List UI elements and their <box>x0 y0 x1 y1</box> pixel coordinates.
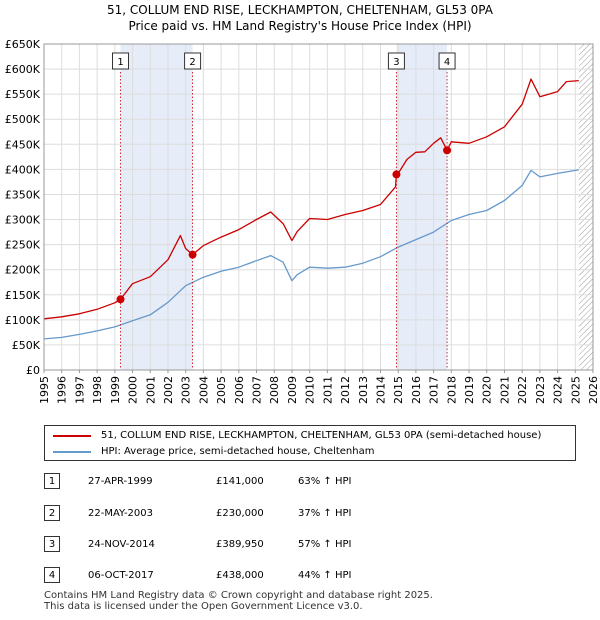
x-tick-label: 2015 <box>392 376 405 404</box>
sale-number-badge: 1 <box>44 473 60 489</box>
sale-number-badge: 2 <box>44 505 60 521</box>
sale-number-badge: 4 <box>44 567 60 583</box>
y-tick-label: £650K <box>5 38 41 51</box>
x-tick-label: 2002 <box>162 376 175 404</box>
x-tick-label: 2024 <box>552 376 565 404</box>
sale-price: £438,000 <box>216 570 264 581</box>
y-tick-label: £0 <box>26 364 40 377</box>
plot-frame <box>43 43 594 371</box>
footer: Contains HM Land Registry data © Crown c… <box>44 590 433 612</box>
sale-marker-box <box>438 52 456 70</box>
x-tick-label: 2004 <box>197 376 210 404</box>
sale-marker-label: 1 <box>117 57 123 68</box>
footer-line-2: This data is licensed under the Open Gov… <box>44 601 363 612</box>
sale-point <box>443 146 452 155</box>
x-tick-label: 1997 <box>73 376 86 404</box>
x-tick-label: 2003 <box>180 376 193 404</box>
sale-marker-label: 4 <box>444 57 450 68</box>
shaded-range <box>396 44 448 370</box>
x-tick-label: 2021 <box>498 376 511 404</box>
x-tick-label: 2020 <box>481 376 494 404</box>
hpi-line <box>43 169 579 340</box>
x-tick-label: 2026 <box>587 376 600 404</box>
title-line-2: Price paid vs. HM Land Registry's House … <box>128 19 472 33</box>
x-tick-label: 2016 <box>410 376 423 404</box>
sale-hpi-change: 57% ↑ HPI <box>298 539 352 550</box>
y-tick-label: £300K <box>5 214 41 227</box>
y-tick-label: £600K <box>5 63 41 76</box>
x-tick-label: 2012 <box>339 376 352 404</box>
x-tick-label: 2007 <box>251 376 264 404</box>
sale-markers: 1 2 3 4 <box>112 52 456 370</box>
series-lines <box>43 78 579 340</box>
sale-hpi-change: 44% ↑ HPI <box>298 570 352 581</box>
plot-background <box>44 44 593 370</box>
y-tick-label: £500K <box>5 113 41 126</box>
legend-label-hpi: HPI: Average price, semi-detached house,… <box>101 446 375 457</box>
legend-swatch-hpi <box>53 451 91 453</box>
x-tick-label: 2011 <box>321 376 334 404</box>
x-tick-label: 2014 <box>374 376 387 404</box>
x-tick-label: 2023 <box>534 376 547 404</box>
x-tick-label: 2022 <box>516 376 529 404</box>
sale-marker-box <box>184 52 202 70</box>
x-tick-label: 1996 <box>56 376 69 404</box>
sale-marker-label: 3 <box>393 57 399 68</box>
chart-title: 51, COLLUM END RISE, LECKHAMPTON, CHELTE… <box>0 2 600 34</box>
y-tick-label: £550K <box>5 88 41 101</box>
x-tick-label: 2019 <box>463 376 476 404</box>
y-tick-label: £50K <box>12 339 41 352</box>
sale-marker-box <box>112 52 130 70</box>
hatched-region <box>578 44 593 370</box>
x-tick-label: 2008 <box>268 376 281 404</box>
sale-price: £230,000 <box>216 508 264 519</box>
x-tick-label: 2005 <box>215 376 228 404</box>
sale-marker-box <box>387 52 405 70</box>
x-tick-label: 2006 <box>233 376 246 404</box>
sale-price: £141,000 <box>216 476 264 487</box>
footer-line-1: Contains HM Land Registry data © Crown c… <box>44 590 433 601</box>
y-tick-label: £450K <box>5 138 41 151</box>
x-tick-label: 1999 <box>109 376 122 404</box>
sale-price: £389,950 <box>216 539 264 550</box>
y-tick-label: £400K <box>5 163 41 176</box>
sale-point <box>188 250 197 259</box>
x-tick-label: 1995 <box>38 376 51 404</box>
sale-date: 27-APR-1999 <box>88 476 153 487</box>
x-tick-label: 1998 <box>91 376 104 404</box>
x-tick-label: 2010 <box>304 376 317 404</box>
property-price-line <box>43 78 579 320</box>
x-tick-label: 2017 <box>428 376 441 404</box>
price-chart: 1 2 3 4 £0 £50K £100K £150K £200K £250K £300K £350… <box>5 38 600 404</box>
title-line-1: 51, COLLUM END RISE, LECKHAMPTON, CHELTE… <box>107 3 493 17</box>
sale-point <box>392 170 401 179</box>
x-tick-label: 2025 <box>569 376 582 404</box>
x-tick-label: 2018 <box>445 376 458 404</box>
x-tick-label: 2000 <box>127 376 140 404</box>
sale-date: 22-MAY-2003 <box>88 508 154 519</box>
sale-date: 06-OCT-2017 <box>88 570 154 581</box>
x-tick-label: 2009 <box>286 376 299 404</box>
sale-date: 24-NOV-2014 <box>88 539 155 550</box>
sale-hpi-change: 37% ↑ HPI <box>298 508 352 519</box>
x-tick-label: 2001 <box>144 376 157 404</box>
y-tick-label: £250K <box>5 239 41 252</box>
y-tick-label: £200K <box>5 264 41 277</box>
y-tick-label: £150K <box>5 289 41 302</box>
sale-hpi-change: 63% ↑ HPI <box>298 476 352 487</box>
x-tick-label: 2013 <box>357 376 370 404</box>
sale-point <box>116 295 125 304</box>
y-tick-label: £100K <box>5 314 41 327</box>
legend: 51, COLLUM END RISE, LECKHAMPTON, CHELTE… <box>44 425 576 461</box>
legend-label-property: 51, COLLUM END RISE, LECKHAMPTON, CHELTE… <box>101 430 542 441</box>
axes: £0 £50K £100K £150K £200K £250K £300K £350K £400… <box>5 38 600 404</box>
y-tick-label: £350K <box>5 188 41 201</box>
sale-marker-label: 2 <box>189 57 195 68</box>
legend-swatch-property <box>53 435 91 437</box>
sale-number-badge: 3 <box>44 536 60 552</box>
